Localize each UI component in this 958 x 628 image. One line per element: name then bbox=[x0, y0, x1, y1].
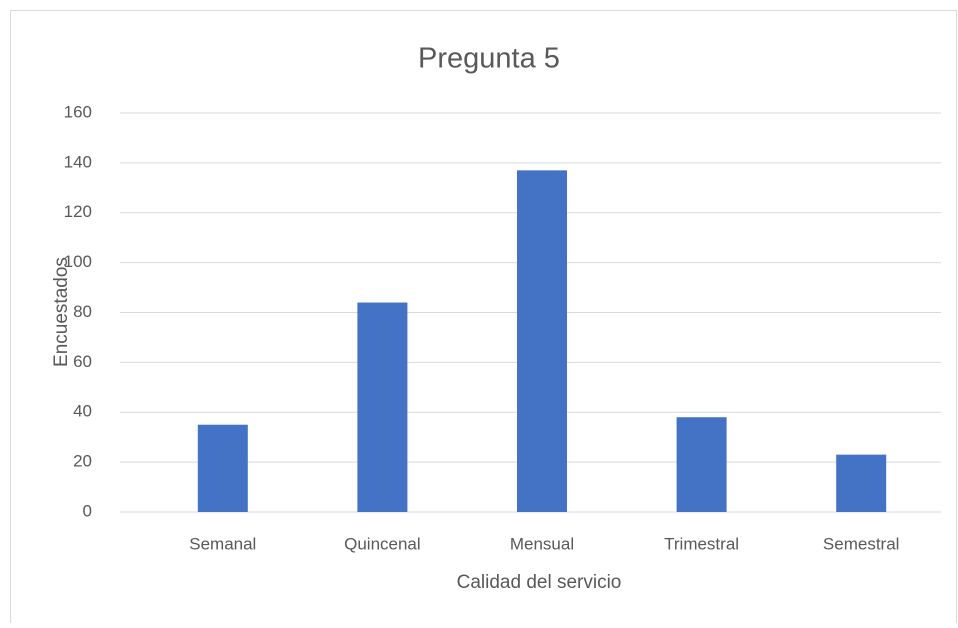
x-tick-label: Semanal bbox=[189, 534, 256, 553]
bar bbox=[676, 417, 727, 512]
bar bbox=[197, 424, 248, 512]
bar bbox=[517, 170, 567, 512]
bar bbox=[357, 302, 408, 512]
y-tick-label: 0 bbox=[83, 501, 92, 520]
chart-title: Pregunta 5 bbox=[418, 43, 560, 75]
y-tick-label: 100 bbox=[64, 252, 92, 271]
y-tick-label: 40 bbox=[73, 402, 92, 421]
x-tick-label: Trimestral bbox=[664, 534, 739, 553]
y-axis-label: Encuestados bbox=[51, 257, 72, 367]
y-tick-label: 160 bbox=[64, 102, 92, 121]
bar bbox=[836, 454, 887, 512]
x-tick-label: Mensual bbox=[510, 534, 574, 553]
y-tick-label: 20 bbox=[73, 452, 92, 471]
x-axis-label: Calidad del servicio bbox=[457, 572, 622, 593]
y-tick-label: 140 bbox=[64, 152, 92, 171]
chart-border bbox=[10, 10, 957, 628]
y-tick-label: 60 bbox=[73, 352, 92, 371]
y-tick-label: 120 bbox=[64, 202, 92, 221]
x-tick-label: Semestral bbox=[823, 534, 900, 553]
y-tick-label: 80 bbox=[73, 302, 92, 321]
x-tick-label: Quincenal bbox=[344, 534, 421, 553]
